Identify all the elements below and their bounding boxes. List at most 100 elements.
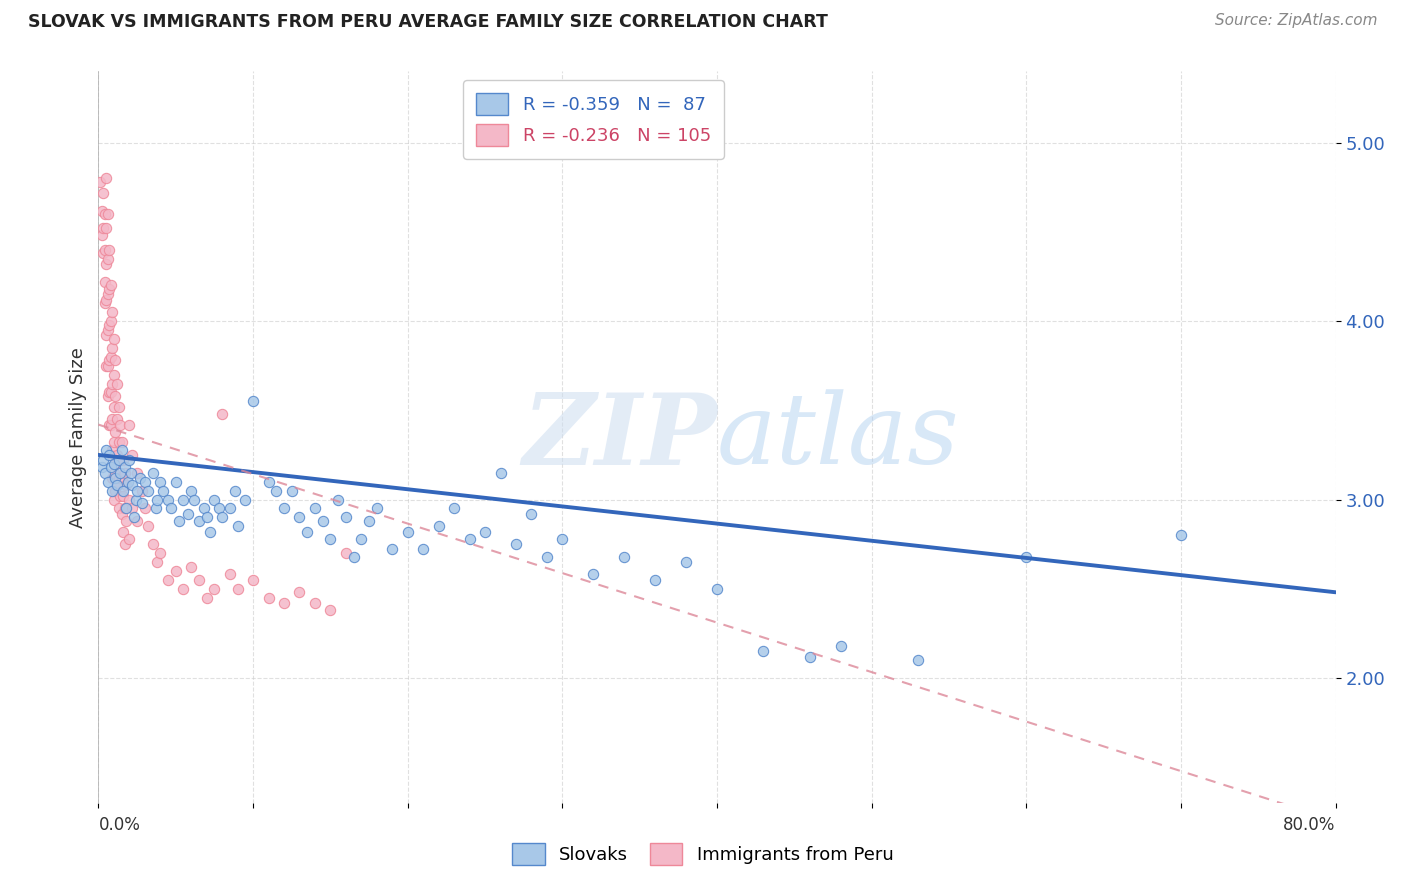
Point xyxy=(112,489,135,503)
Text: Source: ZipAtlas.com: Source: ZipAtlas.com xyxy=(1215,13,1378,29)
Point xyxy=(146,492,169,507)
Point xyxy=(752,644,775,658)
Point xyxy=(288,585,311,599)
Point xyxy=(343,549,366,564)
Point xyxy=(100,417,122,432)
Point xyxy=(198,524,221,539)
Point xyxy=(93,207,115,221)
Point xyxy=(97,287,120,301)
Point xyxy=(551,532,574,546)
Point xyxy=(90,460,112,475)
Point xyxy=(114,466,136,480)
Point xyxy=(118,417,141,432)
Point xyxy=(907,653,929,667)
Point xyxy=(107,400,129,414)
Point xyxy=(100,314,122,328)
Point xyxy=(582,567,605,582)
Point xyxy=(706,582,728,596)
Point xyxy=(208,501,231,516)
Point xyxy=(101,483,124,498)
Point xyxy=(474,524,496,539)
Point xyxy=(520,507,543,521)
Point xyxy=(613,549,636,564)
Point xyxy=(319,603,342,617)
Point xyxy=(98,243,121,257)
Point xyxy=(136,483,159,498)
Point xyxy=(180,560,202,574)
Point xyxy=(127,514,149,528)
Point xyxy=(96,442,118,457)
Text: 80.0%: 80.0% xyxy=(1284,816,1336,834)
Point xyxy=(120,466,142,480)
Point xyxy=(141,537,165,551)
Point xyxy=(93,466,115,480)
Point xyxy=(104,353,127,368)
Point xyxy=(105,448,128,462)
Point xyxy=(105,478,128,492)
Point xyxy=(121,448,143,462)
Point xyxy=(281,483,304,498)
Point xyxy=(115,501,138,516)
Point xyxy=(101,412,124,426)
Point xyxy=(115,514,138,528)
Point xyxy=(114,537,136,551)
Point xyxy=(103,457,125,471)
Point xyxy=(505,537,527,551)
Point xyxy=(105,412,128,426)
Point xyxy=(105,478,128,492)
Point xyxy=(366,501,388,516)
Point xyxy=(122,510,145,524)
Point xyxy=(172,582,194,596)
Point xyxy=(273,596,295,610)
Point xyxy=(1170,528,1192,542)
Point xyxy=(124,492,146,507)
Point xyxy=(114,501,136,516)
Point xyxy=(146,555,169,569)
Point xyxy=(644,573,666,587)
Point xyxy=(108,417,131,432)
Point xyxy=(830,639,852,653)
Point xyxy=(97,252,120,266)
Point xyxy=(100,385,122,400)
Point xyxy=(211,407,233,421)
Point xyxy=(165,475,187,489)
Point xyxy=(136,519,159,533)
Point xyxy=(111,471,132,485)
Point xyxy=(101,305,124,319)
Point xyxy=(115,478,138,492)
Point xyxy=(104,471,127,485)
Point xyxy=(107,435,129,450)
Point xyxy=(107,453,129,467)
Point xyxy=(96,257,118,271)
Point xyxy=(111,442,132,457)
Point xyxy=(335,510,357,524)
Point xyxy=(96,293,118,307)
Point xyxy=(326,492,350,507)
Point xyxy=(427,519,450,533)
Point xyxy=(118,532,141,546)
Point xyxy=(350,532,373,546)
Point xyxy=(103,435,125,450)
Point xyxy=(100,460,122,475)
Point xyxy=(100,448,122,462)
Point xyxy=(412,542,434,557)
Point xyxy=(97,207,120,221)
Point xyxy=(242,573,264,587)
Point xyxy=(97,389,120,403)
Point xyxy=(121,501,143,516)
Point xyxy=(98,282,121,296)
Point xyxy=(118,492,141,507)
Point xyxy=(100,278,122,293)
Point xyxy=(131,483,153,498)
Point xyxy=(443,501,465,516)
Point xyxy=(157,573,180,587)
Point xyxy=(98,353,121,368)
Point xyxy=(141,466,165,480)
Point xyxy=(145,501,167,516)
Point xyxy=(91,453,114,467)
Point xyxy=(167,514,190,528)
Point xyxy=(98,318,121,332)
Point xyxy=(96,221,118,235)
Point xyxy=(219,501,242,516)
Point xyxy=(188,514,211,528)
